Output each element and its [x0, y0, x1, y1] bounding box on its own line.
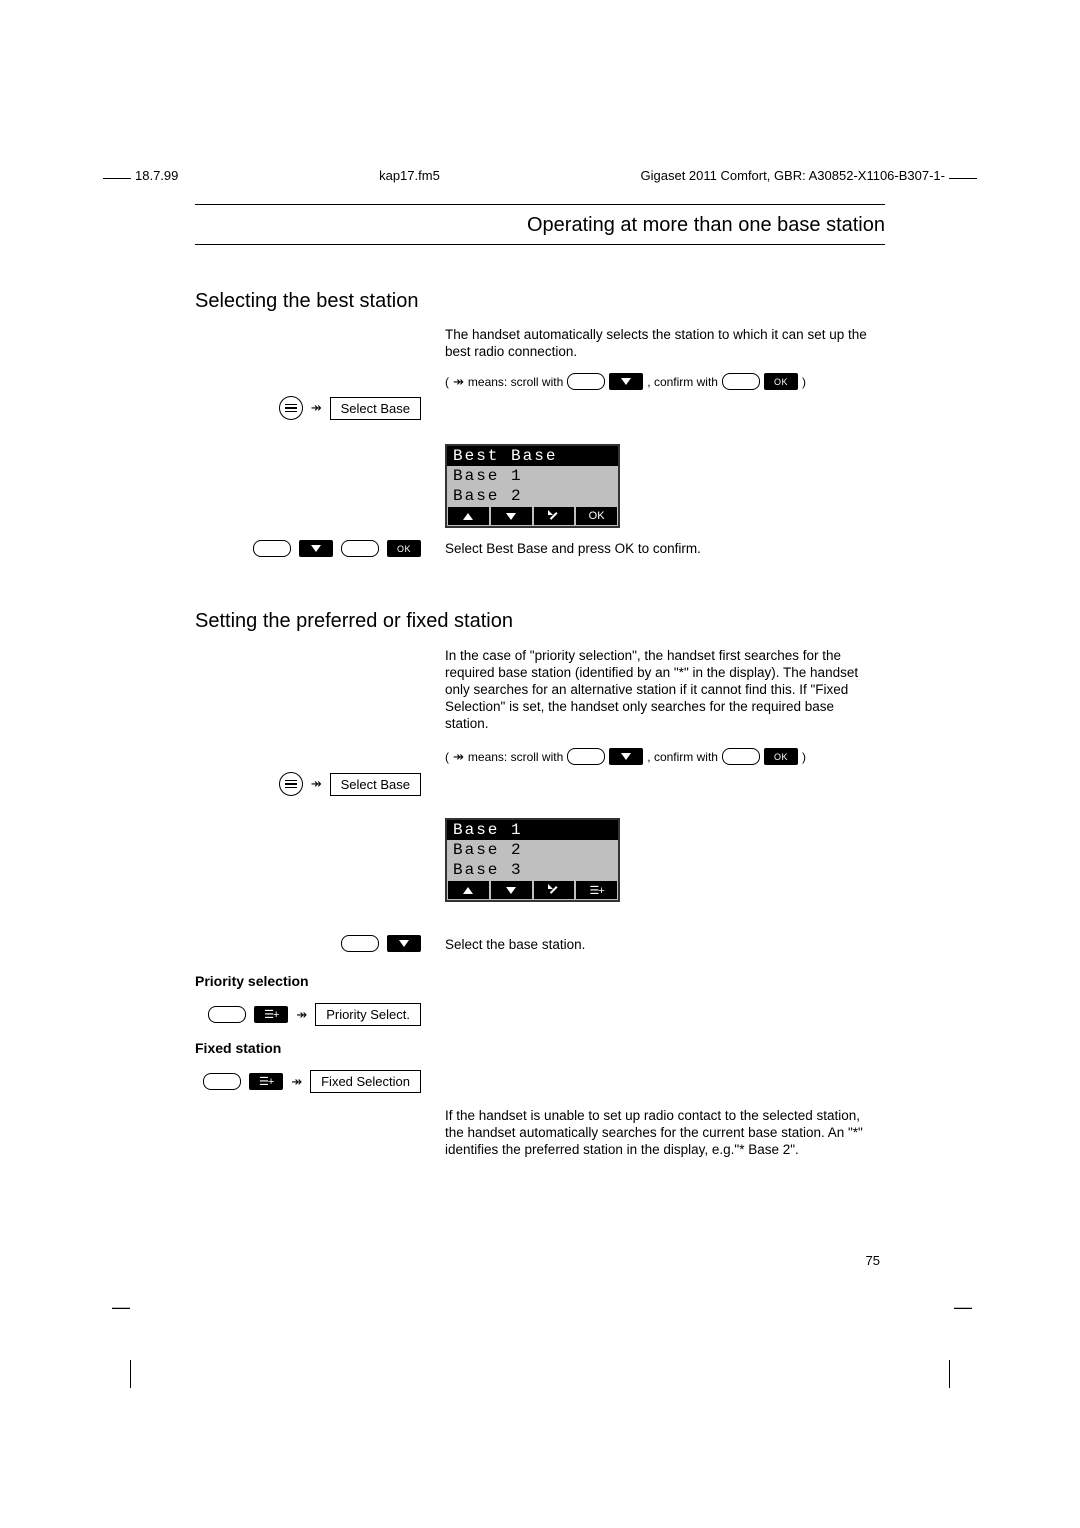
hint-text: , confirm with — [647, 375, 718, 389]
softkey-icon — [341, 540, 379, 557]
softkey-icon — [203, 1073, 241, 1090]
step-row: OK — [253, 540, 421, 557]
section-heading: Selecting the best station — [195, 290, 418, 313]
menu-plus-key-icon: ☰+ — [254, 1006, 288, 1023]
menu-label: Priority Select. — [315, 1003, 421, 1026]
hint-text: ( — [445, 750, 449, 764]
subsection-heading: Priority selection — [195, 973, 309, 989]
arrow-icon: ↠ — [311, 776, 322, 792]
arrow-icon: ↠ — [453, 374, 464, 390]
down-key-icon — [609, 373, 643, 390]
header-doc: Gigaset 2011 Comfort, GBR: A30852-X1106-… — [641, 168, 945, 183]
crop-mark: — — [112, 1297, 130, 1318]
menu-label: Select Base — [330, 397, 421, 420]
softkey-icon — [567, 373, 605, 390]
body-text: Select Best Base and press OK to confirm… — [445, 541, 880, 558]
arrow-icon: ↠ — [453, 749, 464, 765]
down-key-icon — [299, 540, 333, 557]
hint-text: ) — [802, 375, 806, 389]
step-row: ☰+ ↠ Priority Select. — [208, 1003, 421, 1026]
subsection-heading: Fixed station — [195, 1040, 281, 1056]
back-icon — [534, 881, 575, 899]
softkey-icon — [722, 748, 760, 765]
arrow-icon: ↠ — [311, 400, 322, 416]
rule — [195, 204, 885, 205]
screen-row: Base 3 — [447, 860, 618, 880]
arrow-icon: ↠ — [296, 1007, 307, 1023]
down-icon — [491, 507, 532, 525]
step-row: ☰+ ↠ Fixed Selection — [203, 1070, 421, 1093]
body-text: If the handset is unable to set up radio… — [445, 1108, 880, 1159]
header-date: 18.7.99 — [135, 168, 178, 183]
down-key-icon — [387, 935, 421, 952]
body-text: In the case of "priority selection", the… — [445, 648, 880, 732]
screen-button-row: OK — [447, 506, 618, 526]
hint-text: , confirm with — [647, 750, 718, 764]
ok-key-icon: OK — [387, 540, 421, 557]
rule — [195, 244, 885, 245]
section-heading: Setting the preferred or fixed station — [195, 610, 513, 633]
softkey-icon — [722, 373, 760, 390]
page-title: Operating at more than one base station — [527, 214, 885, 237]
softkey-icon — [341, 935, 379, 952]
hint-text: ( — [445, 375, 449, 389]
up-icon — [448, 881, 489, 899]
step-row — [341, 935, 421, 952]
down-icon — [491, 881, 532, 899]
ok-key-icon: OK — [764, 748, 798, 765]
hint-text: means: scroll with — [468, 750, 563, 764]
softkey-icon — [253, 540, 291, 557]
screen-row: Base 1 — [447, 466, 618, 486]
screen-row-selected: Base 1 — [447, 820, 618, 840]
menu-icon — [279, 396, 303, 420]
back-icon — [534, 507, 575, 525]
arrow-icon: ↠ — [291, 1074, 302, 1090]
header-row: 18.7.99 kap17.fm5 Gigaset 2011 Comfort, … — [135, 168, 945, 183]
display-screen: Best Base Base 1 Base 2 OK — [445, 444, 620, 528]
header-file: kap17.fm5 — [379, 168, 440, 183]
crop-mark — [949, 1360, 950, 1388]
menu-plus-key-icon: ☰+ — [249, 1073, 283, 1090]
screen-row-selected: Best Base — [447, 446, 618, 466]
ok-icon: OK — [576, 507, 617, 525]
crop-mark — [103, 178, 131, 179]
body-text: Select the base station. — [445, 937, 880, 954]
softkey-icon — [567, 748, 605, 765]
screen-button-row: ☰+ — [447, 880, 618, 900]
down-key-icon — [609, 748, 643, 765]
display-screen: Base 1 Base 2 Base 3 ☰+ — [445, 818, 620, 902]
crop-mark: — — [954, 1297, 972, 1318]
ok-key-icon: OK — [764, 373, 798, 390]
body-text: The handset automatically selects the st… — [445, 327, 880, 361]
menu-plus-icon: ☰+ — [576, 881, 617, 899]
page-number: 75 — [866, 1253, 880, 1268]
crop-mark — [949, 178, 977, 179]
hint-text: means: scroll with — [468, 375, 563, 389]
screen-row: Base 2 — [447, 486, 618, 506]
menu-icon — [279, 772, 303, 796]
step-row: ↠ Select Base — [279, 772, 421, 796]
hint-row: ( ↠ means: scroll with , confirm with OK… — [445, 748, 880, 765]
crop-mark — [130, 1360, 131, 1388]
hint-row: ( ↠ means: scroll with , confirm with OK… — [445, 373, 880, 390]
menu-label: Select Base — [330, 773, 421, 796]
softkey-icon — [208, 1006, 246, 1023]
screen-row: Base 2 — [447, 840, 618, 860]
hint-text: ) — [802, 750, 806, 764]
up-icon — [448, 507, 489, 525]
step-row: ↠ Select Base — [279, 396, 421, 420]
menu-label: Fixed Selection — [310, 1070, 421, 1093]
